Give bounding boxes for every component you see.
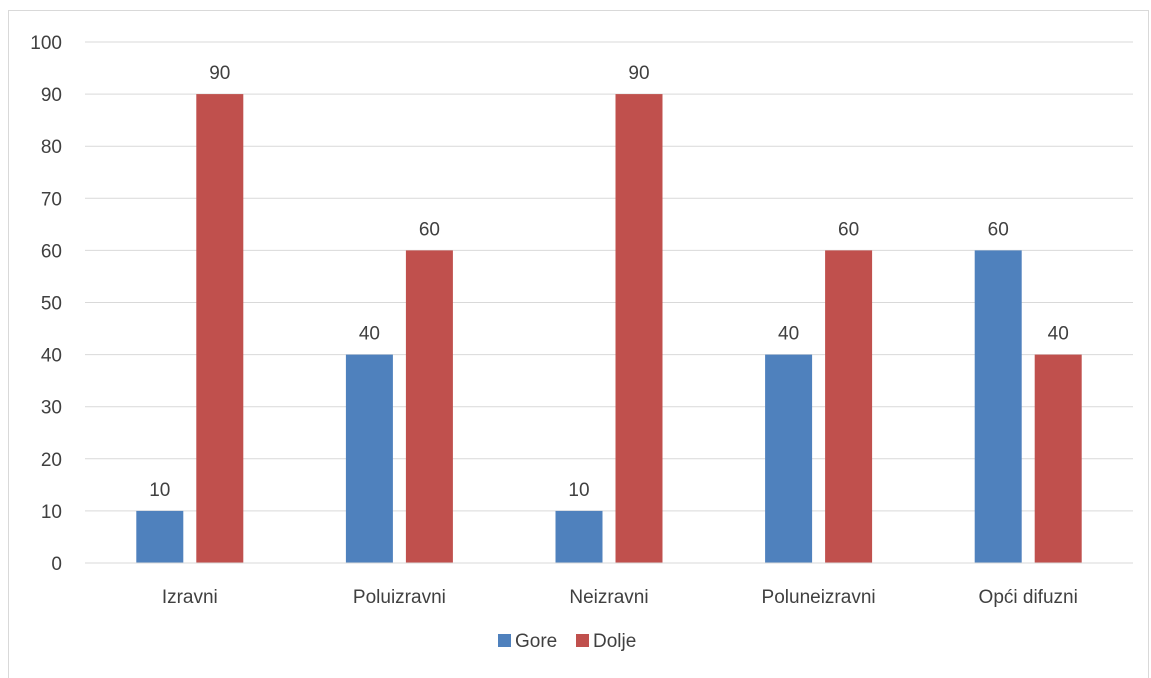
bar-gore <box>345 354 393 563</box>
data-label: 60 <box>988 219 1009 240</box>
bar-dolje <box>405 250 453 563</box>
bar-gore <box>555 510 603 563</box>
legend-swatch-dolje <box>576 634 589 647</box>
data-label: 10 <box>149 480 170 501</box>
x-category-label: Izravni <box>162 587 218 608</box>
y-tick-label: 20 <box>41 450 62 471</box>
y-tick-label: 60 <box>41 241 62 262</box>
legend-label: Dolje <box>593 631 636 652</box>
y-tick-label: 30 <box>41 398 62 419</box>
data-label: 10 <box>568 480 589 501</box>
data-label: 40 <box>359 324 380 345</box>
legend-label: Gore <box>515 631 557 652</box>
y-tick-label: 40 <box>41 346 62 367</box>
x-category-label: Neizravni <box>569 587 648 608</box>
y-tick-label: 80 <box>41 137 62 158</box>
bar-gore <box>765 354 813 563</box>
bars <box>136 94 1082 563</box>
data-label: 60 <box>419 219 440 240</box>
x-category-label: Poluneizravni <box>762 587 876 608</box>
data-label: 90 <box>628 63 649 84</box>
legend-swatch-gore <box>498 634 511 647</box>
data-label: 40 <box>1048 324 1069 345</box>
y-tick-label: 50 <box>41 294 62 315</box>
y-tick-label: 70 <box>41 189 62 210</box>
data-label: 90 <box>209 63 230 84</box>
bar-dolje <box>825 250 873 563</box>
data-label: 60 <box>838 219 859 240</box>
y-tick-label: 0 <box>51 554 62 575</box>
x-category-label: Poluizravni <box>353 587 446 608</box>
bar-dolje <box>615 94 663 563</box>
bar-gore <box>136 510 184 563</box>
data-label: 40 <box>778 324 799 345</box>
x-category-label: Opći difuzni <box>979 587 1078 608</box>
y-tick-label: 100 <box>30 33 62 54</box>
data-labels: 10 90 40 60 10 90 40 60 60 40 <box>149 63 1069 501</box>
y-tick-label: 10 <box>41 502 62 523</box>
bar-gore <box>974 250 1022 563</box>
y-tick-label: 90 <box>41 85 62 106</box>
bar-dolje <box>1034 354 1082 563</box>
x-axis: Izravni Poluizravni Neizravni Poluneizravni… <box>85 562 1133 608</box>
legend: Gore Dolje <box>498 631 636 652</box>
bar-dolje <box>196 94 244 563</box>
y-axis: 0 10 20 30 40 50 60 70 80 90 100 <box>30 33 62 575</box>
